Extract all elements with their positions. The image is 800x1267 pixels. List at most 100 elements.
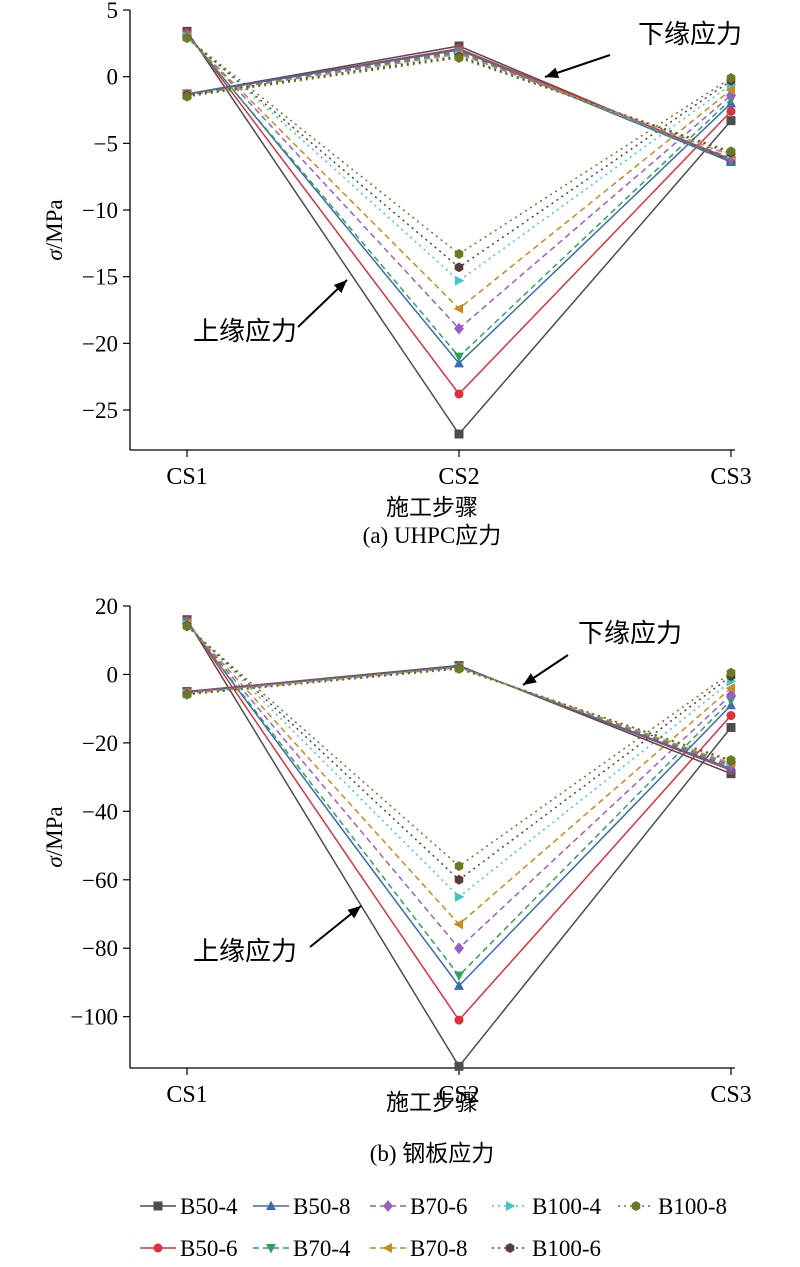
chart-panel-a: 5 0 −5 −10 −15 −20 −25 CS1 CS2 CS3 σ/MPa 施工步骤 (a) UH… xyxy=(42,0,752,548)
legend-marker xyxy=(266,1243,276,1254)
series-b100-8-top-point-cs1 xyxy=(182,33,192,43)
legend-marker xyxy=(266,1200,276,1211)
series-b100-8-bottom-point-cs1 xyxy=(182,91,192,102)
x-tick-label: CS1 xyxy=(166,1082,207,1108)
series-b70-6-top-point-cs2 xyxy=(454,942,464,955)
y-tick-label: −20 xyxy=(82,331,118,356)
annotation-arrow-head xyxy=(523,673,537,685)
legend-marker xyxy=(153,1243,163,1253)
x-tick-label: CS2 xyxy=(438,1082,479,1108)
series-b70-8-bottom-line xyxy=(186,666,732,765)
series-b100-8-top-point-cs3 xyxy=(726,667,736,678)
series-b50-6-top-point-cs3 xyxy=(726,711,736,721)
x-axis-label: 施工步骤 xyxy=(386,1090,478,1115)
series-b50-4-top-point-cs3 xyxy=(726,116,736,126)
panel-caption: (b) 钢板应力 xyxy=(370,1141,495,1166)
legend-marker xyxy=(631,1201,641,1211)
annotation-arrow-head xyxy=(545,67,560,79)
series-b50-4-top-point-cs2 xyxy=(454,1061,464,1071)
series-b70-4-bottom-line xyxy=(186,666,732,768)
x-axis-label: 施工步骤 xyxy=(386,495,478,520)
annotation-label: 下缘应力 xyxy=(578,619,682,648)
legend-marker xyxy=(505,1243,515,1253)
legend-item-b70-6: B70-6 xyxy=(370,1194,468,1219)
series-b70-8-top-point-cs3 xyxy=(725,683,736,694)
legend-label: B100-8 xyxy=(658,1194,727,1219)
series-b70-8-top-point-cs3 xyxy=(725,85,736,95)
legend-item-b100-6: B100-6 xyxy=(492,1236,601,1261)
y-tick-label: −15 xyxy=(82,265,118,290)
series-b70-8-top-point-cs2 xyxy=(453,303,464,314)
y-axis-label: σ/MPa xyxy=(42,199,67,260)
series-b100-8-top-line xyxy=(186,37,732,255)
y-tick-label: −20 xyxy=(82,731,118,756)
legend-label: B50-8 xyxy=(293,1194,351,1219)
y-tick-label: 20 xyxy=(95,594,118,619)
series-b100-8-bottom-line xyxy=(186,57,732,153)
legend-marker xyxy=(153,1201,163,1211)
series-b100-8-top-point-cs3 xyxy=(726,73,736,83)
series-b100-8-top-point-cs1 xyxy=(182,621,192,632)
y-axis-label: σ/MPa xyxy=(42,806,67,867)
series-b50-6-top-point-cs3 xyxy=(726,106,736,116)
series-b70-4-bottom-line xyxy=(186,50,732,162)
series-b100-6-top-point-cs2 xyxy=(454,262,464,273)
series-b100-6-bottom-line xyxy=(186,55,732,154)
legend-label: B50-4 xyxy=(180,1194,238,1219)
y-tick-label: 5 xyxy=(107,0,119,23)
legend-label: B100-4 xyxy=(532,1194,602,1219)
legend-item-b70-8: B70-8 xyxy=(370,1236,468,1261)
legend-item-b50-8: B50-8 xyxy=(253,1194,351,1219)
legend-marker xyxy=(505,1201,516,1211)
series-b100-8-bottom-point-cs2 xyxy=(454,53,464,63)
series-b50-4-top-point-cs2 xyxy=(454,429,464,439)
series-b100-8-bottom-line xyxy=(186,668,732,761)
series-b100-8-bottom-point-cs2 xyxy=(454,664,464,674)
series-b100-8-bottom-point-cs1 xyxy=(182,689,192,700)
series-b50-8-top-line xyxy=(186,620,732,988)
legend-marker xyxy=(382,1243,393,1253)
legend-marker xyxy=(383,1200,393,1212)
legend-label: B50-6 xyxy=(180,1236,238,1261)
y-tick-label: −100 xyxy=(71,1005,118,1030)
series-b100-6-top-point-cs2 xyxy=(454,874,464,885)
series-b70-4-top-line xyxy=(186,621,732,977)
series-b50-4-top-line xyxy=(186,30,732,436)
series-b50-6-top-point-cs2 xyxy=(454,389,464,399)
legend-item-b100-8: B100-8 xyxy=(618,1194,727,1219)
series-b100-8-bottom-point-cs3 xyxy=(726,146,736,157)
series-group xyxy=(181,615,737,1071)
annotation-arrow-head xyxy=(333,280,347,293)
series-b100-4-top-line xyxy=(186,36,732,282)
series-b50-6-top-point-cs2 xyxy=(454,1015,464,1025)
legend-item-b50-4: B50-4 xyxy=(140,1194,238,1219)
series-b100-8-top-line xyxy=(186,625,732,868)
series-b70-4-top-point-cs2 xyxy=(454,971,464,981)
series-b100-8-top-point-cs2 xyxy=(454,861,464,872)
series-b100-4-bottom-line xyxy=(186,54,732,155)
annotation-label: 上缘应力 xyxy=(193,937,297,966)
series-b50-8-top-point-cs2 xyxy=(454,980,464,990)
legend-item-b100-4: B100-4 xyxy=(492,1194,602,1219)
y-tick-label: −5 xyxy=(94,131,118,156)
panel-caption: (a) UHPC应力 xyxy=(363,523,502,548)
series-b50-4-top-point-cs3 xyxy=(726,722,736,732)
y-tick-label: −40 xyxy=(82,799,118,824)
series-b100-4-top-point-cs2 xyxy=(454,891,465,902)
annotation-arrow-head xyxy=(347,906,361,919)
annotation-label: 上缘应力 xyxy=(193,317,297,346)
legend-label: B70-6 xyxy=(410,1194,468,1219)
chart-panel-b: 20 0 −20 −40 −60 −80 −100 CS1 CS2 CS3 σ/MPa 施工步骤 (b)… xyxy=(42,594,752,1166)
series-b70-4-top-point-cs2 xyxy=(454,352,464,363)
x-tick-label: CS3 xyxy=(710,464,751,490)
series-group xyxy=(181,26,737,439)
y-tick-label: −60 xyxy=(82,868,118,893)
y-tick-label: 0 xyxy=(107,65,119,90)
y-tick-label: −80 xyxy=(82,936,118,961)
series-b50-4-top-line xyxy=(186,619,732,1068)
y-tick-label: −10 xyxy=(82,198,118,223)
series-b70-8-top-point-cs2 xyxy=(453,919,464,930)
legend-label: B70-8 xyxy=(410,1236,468,1261)
legend: B50-4 B50-8 B70-6 B100-4 B100-8 B50-6 B70-4 B70… xyxy=(140,1194,727,1261)
